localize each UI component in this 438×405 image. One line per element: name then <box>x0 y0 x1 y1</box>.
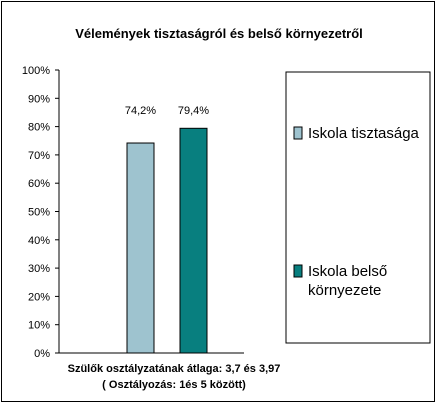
chart-title: Vélemények tisztaságról és belső környez… <box>75 26 363 41</box>
y-tick-label: 90% <box>28 93 50 105</box>
bar <box>179 127 208 354</box>
y-tick-label: 70% <box>28 150 50 162</box>
legend: Iskola tisztasága Iskola belső környezete <box>285 71 431 344</box>
y-tick-label: 20% <box>28 291 50 303</box>
y-tick-label: 30% <box>28 263 50 275</box>
x-axis-sublabel: ( Osztályozás: 1és 5 között) <box>102 379 246 391</box>
data-label: 74,2% <box>125 105 156 117</box>
bar <box>126 142 155 354</box>
y-tick-label: 50% <box>28 207 50 219</box>
data-labels: 74,2% 79,4% <box>125 105 209 117</box>
x-axis-label: Szülők osztályzatának átlaga: 3,7 és 3,9… <box>68 363 281 375</box>
y-tick-label: 10% <box>28 320 50 332</box>
legend-label: Iskola belső környezete <box>308 263 387 299</box>
legend-box <box>285 71 431 344</box>
bars <box>126 127 208 354</box>
y-tick-label: 100% <box>22 65 50 77</box>
y-tick-label: 60% <box>28 178 50 190</box>
legend-swatch <box>293 264 303 278</box>
legend-label: Iskola tisztasága <box>308 125 420 142</box>
y-tick-label: 40% <box>28 235 50 247</box>
y-tick-label: 80% <box>28 122 50 134</box>
y-axis: 0% 10% 20% 30% 40% 50% 60% 70% 80% 90% 100% <box>22 65 244 360</box>
data-label: 79,4% <box>178 105 209 117</box>
y-tick-label: 0% <box>34 348 50 360</box>
legend-swatch <box>293 126 303 140</box>
